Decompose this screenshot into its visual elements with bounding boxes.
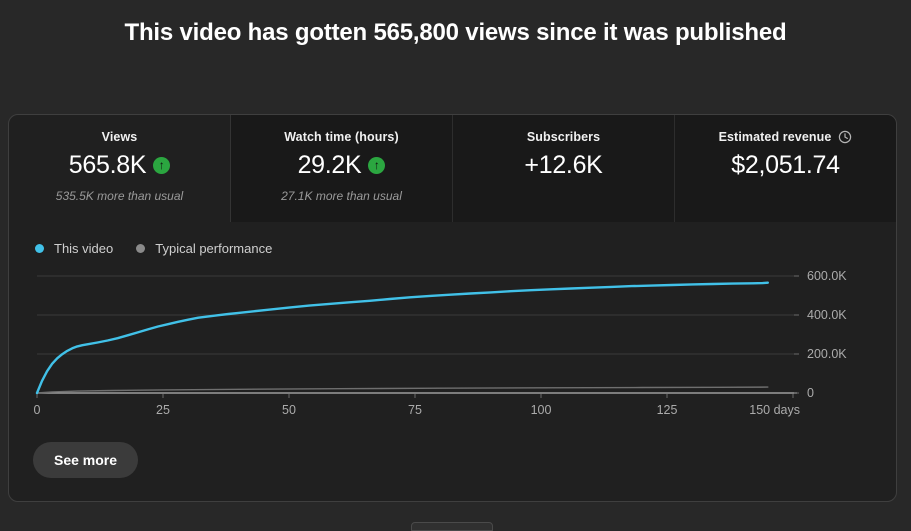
tab-label: Watch time (hours) bbox=[284, 130, 399, 144]
legend-label: Typical performance bbox=[155, 241, 273, 256]
svg-text:25: 25 bbox=[156, 403, 170, 417]
metric-tabs: Views 565.8K ↑ 535.5K more than usual Wa… bbox=[9, 115, 896, 222]
legend-item-typical-performance: Typical performance bbox=[136, 241, 272, 256]
up-arrow-icon: ↑ bbox=[368, 157, 386, 174]
svg-text:75: 75 bbox=[408, 403, 422, 417]
tab-value: 565.8K bbox=[68, 151, 147, 179]
tab-watch-time[interactable]: Watch time (hours) 29.2K ↑ 27.1K more th… bbox=[231, 115, 453, 222]
svg-text:50: 50 bbox=[282, 403, 296, 417]
tab-label: Subscribers bbox=[526, 130, 601, 144]
tab-label: Views bbox=[101, 130, 138, 144]
tab-label: Estimated revenue bbox=[718, 130, 832, 144]
up-arrow-icon: ↑ bbox=[153, 157, 171, 174]
tab-views[interactable]: Views 565.8K ↑ 535.5K more than usual bbox=[9, 115, 231, 222]
svg-text:200.0K: 200.0K bbox=[807, 347, 847, 361]
performance-chart[interactable]: 600.0K 400.0K 200.0K 0 0 25 50 75 100 125 150 days bbox=[9, 263, 897, 433]
tab-estimated-revenue[interactable]: Estimated revenue $2,051.74 bbox=[675, 115, 896, 222]
svg-text:125: 125 bbox=[657, 403, 678, 417]
svg-text:0: 0 bbox=[807, 386, 814, 400]
tab-value: +12.6K bbox=[524, 151, 603, 179]
legend-dot-icon bbox=[136, 244, 146, 253]
svg-text:150 days: 150 days bbox=[749, 403, 800, 417]
chart-legend: This video Typical performance bbox=[35, 241, 272, 256]
analytics-card: Views 565.8K ↑ 535.5K more than usual Wa… bbox=[8, 114, 897, 502]
legend-item-this-video: This video bbox=[35, 241, 113, 256]
legend-label: This video bbox=[54, 241, 114, 256]
tab-subscribers[interactable]: Subscribers +12.6K bbox=[453, 115, 675, 222]
tab-sub-label: 27.1K more than usual bbox=[281, 189, 402, 203]
page-title: This video has gotten 565,800 views sinc… bbox=[124, 19, 787, 46]
svg-text:100: 100 bbox=[531, 403, 552, 417]
svg-text:0: 0 bbox=[34, 403, 41, 417]
tab-sub-label: 535.5K more than usual bbox=[55, 189, 184, 203]
svg-text:600.0K: 600.0K bbox=[807, 269, 847, 283]
tab-value: $2,051.74 bbox=[731, 151, 840, 179]
legend-dot-icon bbox=[35, 244, 44, 253]
tab-value: 29.2K bbox=[297, 151, 362, 179]
clock-icon bbox=[838, 130, 852, 144]
svg-text:400.0K: 400.0K bbox=[807, 308, 847, 322]
below-card-element-peek bbox=[411, 522, 493, 531]
see-more-button[interactable]: See more bbox=[33, 442, 139, 478]
